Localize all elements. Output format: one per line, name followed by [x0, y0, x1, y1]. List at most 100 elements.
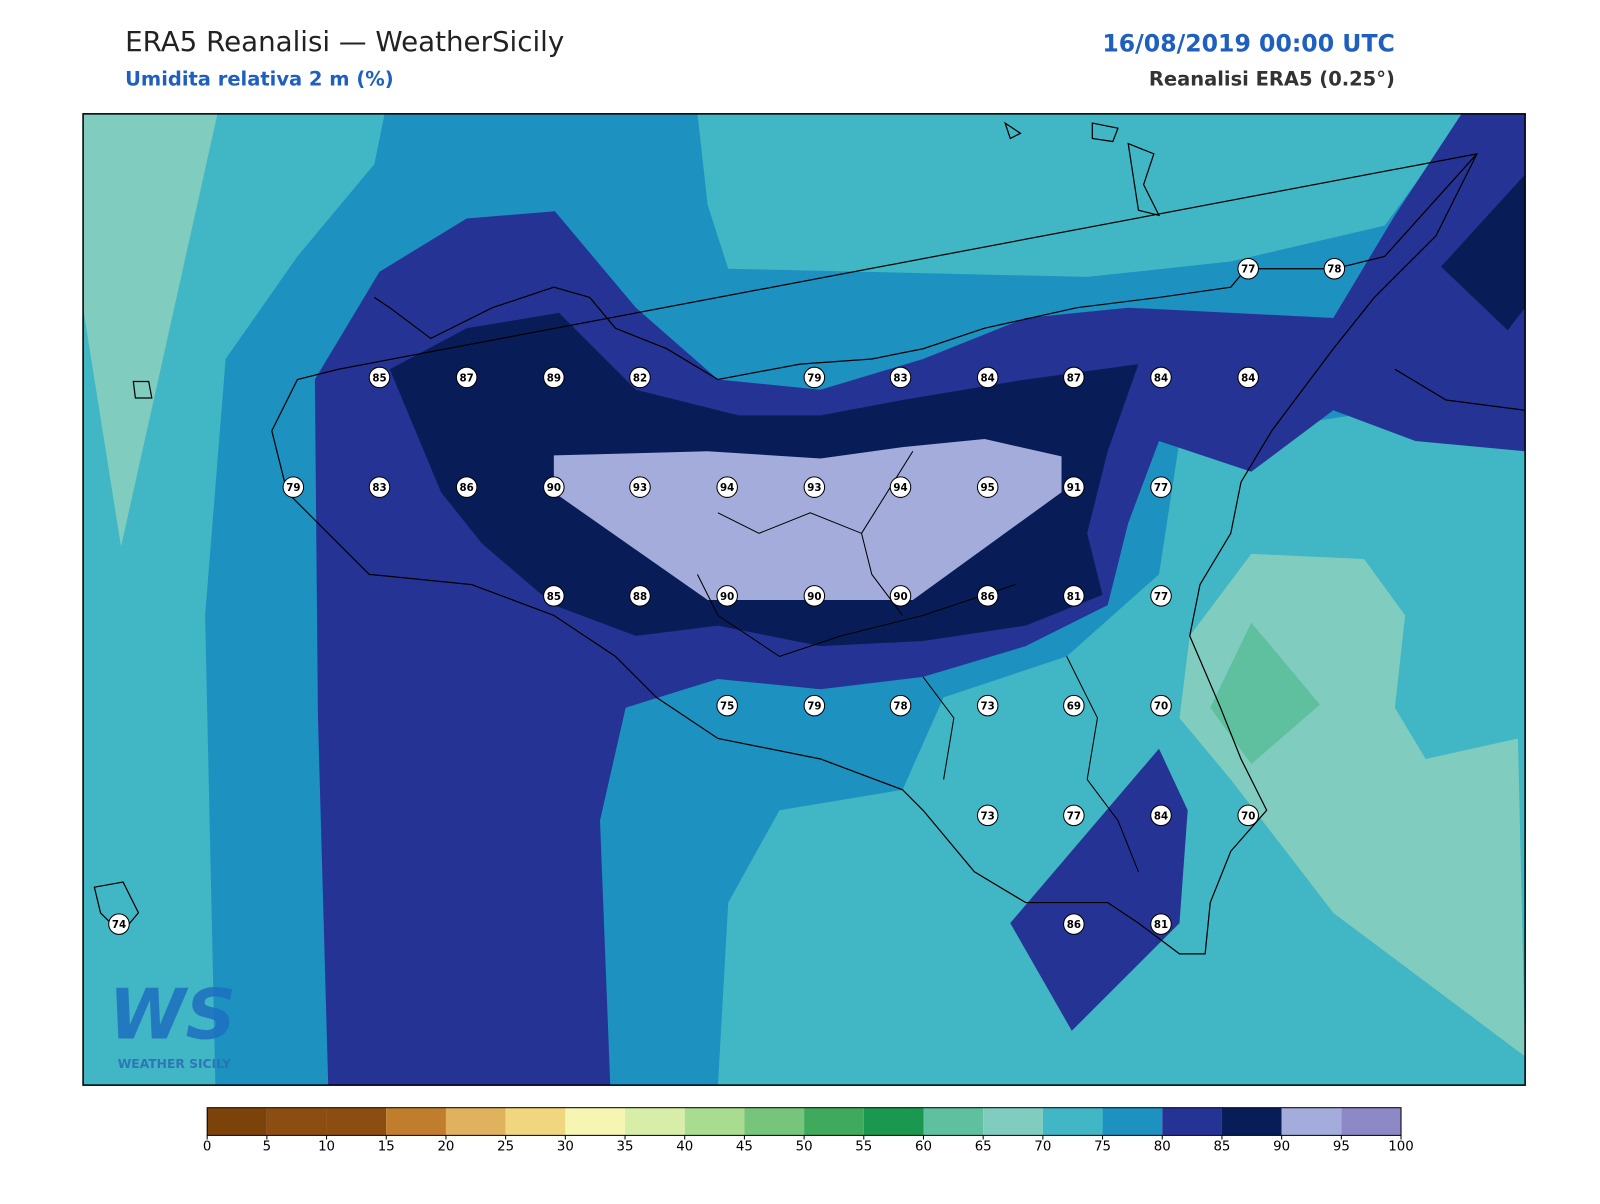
station-value: 89 — [547, 372, 561, 384]
station-value: 86 — [981, 591, 995, 603]
station-value: 78 — [1327, 264, 1341, 276]
station-value: 90 — [547, 482, 561, 494]
station-value: 85 — [372, 372, 386, 384]
station-value: 70 — [1154, 701, 1168, 713]
station-marker — [1063, 585, 1085, 607]
station-marker — [1063, 804, 1085, 827]
colorbar-swatch — [863, 1107, 924, 1136]
station-value: 85 — [547, 591, 561, 603]
colorbar-label: 75 — [1094, 1140, 1111, 1155]
contour-fill — [553, 438, 1062, 600]
station-marker — [282, 476, 305, 498]
station-value: 83 — [893, 372, 907, 384]
colorbar-swatch — [386, 1107, 446, 1136]
colorbar-label: 10 — [318, 1140, 335, 1155]
station-value: 81 — [1067, 591, 1081, 603]
station-value: 77 — [1154, 591, 1168, 603]
colorbar-swatch — [266, 1107, 327, 1136]
colorbar-swatch — [326, 1107, 387, 1136]
station-value: 74 — [112, 919, 126, 931]
colorbar-label: 50 — [796, 1140, 813, 1155]
station-marker — [1063, 913, 1085, 935]
station-marker — [543, 585, 565, 607]
coastline — [93, 121, 1526, 955]
colorbar-label: 65 — [975, 1140, 992, 1155]
station-marker — [803, 585, 826, 607]
station-value: 78 — [893, 701, 907, 713]
contours — [83, 113, 1526, 1086]
colorbar-swatch — [923, 1107, 984, 1136]
colorbar-label: 30 — [557, 1140, 574, 1155]
colorbar-label: 5 — [263, 1140, 271, 1155]
contour-fill — [1210, 622, 1320, 765]
station-value: 79 — [807, 701, 821, 713]
station-value: 91 — [1067, 482, 1081, 494]
station-value: 84 — [981, 372, 995, 384]
colorbar-swatch — [445, 1107, 506, 1136]
colorbar-swatch — [1042, 1107, 1103, 1136]
station-value: 93 — [633, 482, 647, 494]
station-value: 84 — [1154, 810, 1168, 822]
contour-fill — [697, 113, 1467, 277]
station-value: 93 — [807, 482, 821, 494]
colorbar-label: 100 — [1388, 1140, 1413, 1155]
colorbar-label: 70 — [1034, 1140, 1051, 1155]
colorbar-label: 45 — [736, 1140, 753, 1155]
station-value: 87 — [1067, 372, 1081, 384]
station-value: 84 — [1241, 372, 1255, 384]
station-marker — [1237, 366, 1259, 389]
station-value: 87 — [460, 372, 474, 384]
station-marker — [455, 476, 478, 498]
station-marker — [455, 366, 478, 389]
station-value: 90 — [893, 591, 907, 603]
station-marker — [976, 694, 999, 717]
station-marker — [803, 694, 826, 717]
colorbar-swatch — [983, 1107, 1043, 1136]
station-marker — [976, 585, 999, 607]
station-marker — [716, 694, 738, 717]
station-value: 84 — [1154, 372, 1168, 384]
station-marker — [1150, 366, 1172, 389]
colorbar: 0 5 10 15 20 25 30 35 40 45 50 55 60 65 70 75 80 85 90 95 10… — [203, 1107, 1414, 1155]
station-marker — [1237, 257, 1259, 280]
station-value: 73 — [981, 810, 995, 822]
station-marker — [629, 366, 651, 389]
colorbar-label: 85 — [1213, 1140, 1230, 1155]
station-value: 77 — [1154, 482, 1168, 494]
station-value: 75 — [720, 701, 734, 713]
colorbar-swatch — [1102, 1107, 1163, 1136]
logo-mark: WS — [109, 975, 236, 1056]
station-marker — [803, 366, 826, 389]
station-marker — [368, 476, 391, 498]
colorbar-swatch — [804, 1107, 864, 1136]
border — [696, 451, 1139, 872]
station-value: 90 — [720, 591, 734, 603]
colorbar-swatch — [207, 1107, 267, 1136]
map: 77 78 85 87 89 82 79 83 84 87 84 84 79 83 86 90 93 94 93 94… — [82, 113, 1526, 1086]
station-value: 77 — [1067, 810, 1081, 822]
station-marker — [889, 585, 912, 607]
colorbar-swatch — [565, 1107, 626, 1136]
contour-fill — [1441, 174, 1526, 331]
station-marker — [889, 476, 912, 498]
station-value: 90 — [807, 591, 821, 603]
source: Reanalisi ERA5 (0.25°) — [1149, 68, 1395, 91]
colorbar-swatch — [744, 1107, 805, 1136]
colorbar-swatch — [684, 1107, 745, 1136]
station-value: 83 — [372, 482, 386, 494]
colorbar-label: 80 — [1154, 1140, 1171, 1155]
colorbar-swatch — [505, 1107, 566, 1136]
colorbar-label: 20 — [437, 1140, 454, 1155]
station-marker — [1063, 476, 1085, 498]
station-marker — [976, 366, 999, 389]
colorbar-label: 60 — [915, 1140, 932, 1155]
subtitle: Umidita relativa 2 m (%) — [125, 68, 393, 91]
station-value: 81 — [1154, 919, 1168, 931]
station-value: 94 — [720, 482, 734, 494]
colorbar-label: 35 — [617, 1140, 634, 1155]
station-value: 73 — [981, 701, 995, 713]
station-value: 86 — [1067, 919, 1081, 931]
station-marker — [1063, 366, 1085, 389]
station-value: 79 — [286, 482, 300, 494]
